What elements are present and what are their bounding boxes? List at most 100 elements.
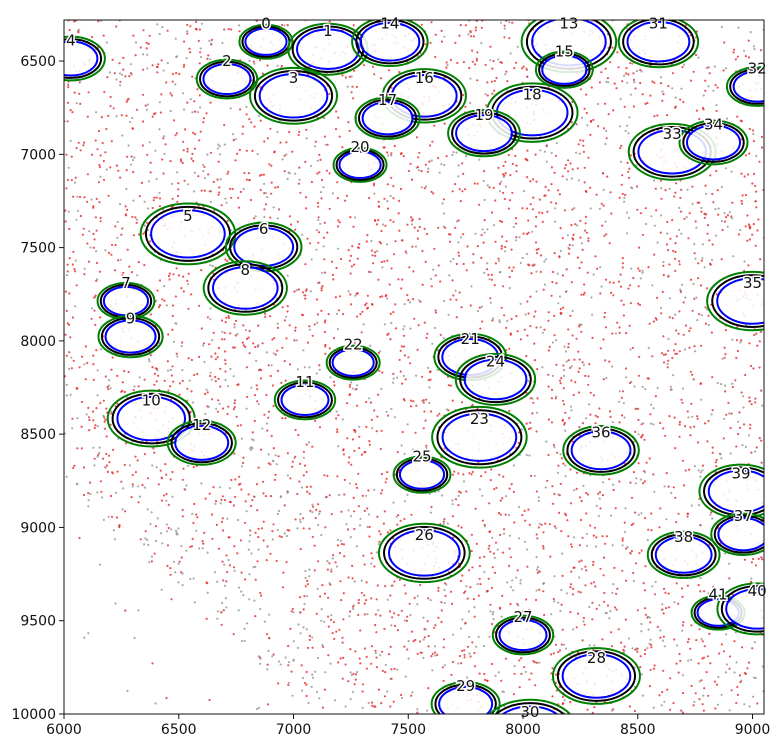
red-cell-point (444, 582, 447, 585)
gray-cell-point (376, 250, 379, 253)
red-cell-point (225, 580, 228, 583)
red-cell-point (299, 548, 302, 551)
gray-cell-point (148, 561, 151, 564)
gray-cell-point (300, 486, 304, 489)
red-cell-point (152, 447, 155, 450)
red-cell-point (269, 495, 273, 498)
red-cell-point (353, 683, 356, 686)
red-cell-point (490, 278, 493, 281)
gray-cell-point (694, 257, 697, 260)
red-cell-point (698, 201, 701, 204)
red-cell-point (429, 371, 432, 374)
red-cell-point (208, 698, 211, 702)
red-cell-point (535, 490, 539, 493)
red-cell-point (593, 706, 596, 709)
red-cell-point (750, 451, 753, 454)
red-cell-point (414, 638, 417, 642)
red-cell-point (388, 283, 391, 286)
gray-cell-point (221, 41, 224, 45)
red-cell-point (205, 581, 208, 584)
gray-cell-point (67, 166, 70, 169)
red-cell-point (470, 35, 473, 38)
red-cell-point (464, 24, 467, 27)
gray-cell-point (405, 252, 408, 255)
gray-cell-point (710, 413, 713, 416)
gray-cell-point (209, 58, 212, 61)
red-cell-point (100, 490, 103, 493)
red-cell-point (191, 152, 194, 155)
red-cell-point (272, 653, 275, 656)
red-cell-point (118, 526, 121, 529)
red-cell-point (352, 225, 355, 228)
red-cell-point (400, 287, 403, 290)
red-cell-point (233, 399, 237, 402)
red-cell-point (509, 333, 512, 336)
red-cell-point (591, 336, 594, 339)
red-cell-point (269, 127, 272, 130)
red-cell-point (221, 517, 224, 520)
red-cell-point (505, 70, 508, 73)
red-cell-point (754, 184, 757, 188)
red-cell-point (212, 331, 215, 334)
gray-cell-point (466, 676, 469, 679)
gray-cell-point (129, 163, 132, 166)
gray-cell-point (129, 120, 132, 124)
red-cell-point (625, 72, 628, 75)
gray-cell-point (631, 187, 634, 190)
gray-cell-point (75, 482, 78, 485)
red-cell-point (347, 680, 350, 683)
red-cell-point (190, 157, 193, 160)
red-cell-point (125, 169, 128, 172)
gray-cell-point (214, 502, 217, 505)
red-cell-point (522, 232, 525, 235)
red-cell-point (214, 380, 217, 383)
red-cell-point (67, 83, 70, 86)
red-cell-point (82, 493, 86, 497)
gray-cell-point (428, 386, 431, 389)
red-cell-point (577, 350, 580, 353)
red-cell-point (668, 316, 671, 319)
gray-cell-point (96, 278, 99, 281)
gray-cell-point (337, 247, 340, 250)
red-cell-point (95, 229, 98, 232)
gray-cell-point (313, 145, 317, 148)
gray-cell-point (609, 610, 612, 613)
red-cell-point (241, 125, 245, 128)
red-cell-point (401, 382, 404, 385)
red-cell-point (525, 354, 528, 358)
gray-cell-point (674, 313, 677, 316)
gray-cell-point (612, 583, 615, 586)
red-cell-point (617, 628, 620, 631)
gray-cell-point (680, 232, 683, 235)
red-cell-point (86, 200, 89, 203)
red-cell-point (93, 309, 96, 312)
red-cell-point (649, 413, 652, 416)
red-cell-point (335, 630, 338, 633)
red-cell-point (551, 485, 554, 488)
gray-cell-point (224, 597, 227, 600)
red-cell-point (503, 528, 506, 531)
red-cell-point (87, 406, 90, 409)
red-cell-point (457, 254, 461, 257)
red-cell-point (149, 161, 152, 164)
gray-cell-point (607, 81, 610, 84)
gray-cell-point (707, 592, 710, 595)
red-cell-point (609, 410, 612, 413)
red-cell-point (270, 181, 273, 184)
red-cell-point (697, 262, 700, 265)
red-cell-point (347, 461, 350, 464)
red-cell-point (432, 192, 435, 195)
red-cell-point (70, 367, 73, 370)
red-cell-point (357, 472, 360, 475)
red-cell-point (259, 188, 262, 192)
red-cell-point (379, 295, 382, 299)
red-cell-point (186, 23, 189, 26)
red-cell-point (736, 115, 739, 118)
gray-cell-point (276, 217, 279, 220)
gray-cell-point (301, 689, 304, 692)
red-cell-point (648, 322, 651, 325)
red-cell-point (488, 544, 491, 548)
red-cell-point (81, 355, 84, 358)
red-cell-point (238, 30, 241, 33)
red-cell-point (457, 251, 460, 254)
